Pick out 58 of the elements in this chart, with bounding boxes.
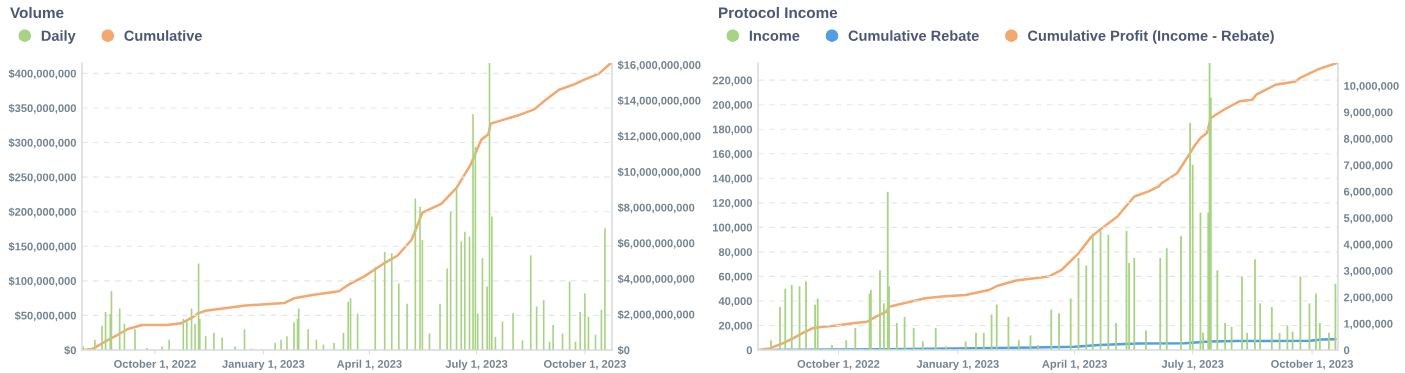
y2-tick-label: $14,000,000,000 — [617, 96, 701, 107]
x-tick-label: October 1, 2023 — [1271, 359, 1354, 370]
legend-label: Cumulative Rebate — [848, 30, 979, 41]
y2-tick-label: $8,000,000,000 — [617, 203, 695, 214]
y-tick-label: 100,000 — [712, 223, 752, 234]
y-tick-label: $300,000,000 — [8, 138, 76, 149]
y-tick-label: $150,000,000 — [8, 242, 76, 253]
y-tick-label: 220,000 — [712, 76, 752, 86]
y2-tick-label: 7,000,000 — [1344, 161, 1393, 171]
x-tick-label: April 1, 2023 — [336, 359, 402, 371]
y2-tick-label: 9,000,000 — [1343, 108, 1393, 118]
y-tick-label: $50,000,000 — [14, 311, 76, 322]
y2-tick-label: 2,000,000 — [1343, 293, 1393, 303]
legend-label: Income — [749, 30, 800, 41]
x-tick-label: July 1, 2023 — [1161, 359, 1224, 371]
legend-label: Daily — [41, 30, 76, 44]
y-tick-label: 140,000 — [712, 174, 752, 185]
y-tick-label: $100,000,000 — [8, 276, 76, 287]
y-tick-label: $400,000,000 — [8, 69, 76, 80]
y-tick-label: $250,000,000 — [8, 172, 76, 183]
y-tick-label: $200,000,000 — [8, 207, 76, 218]
x-tick-label: October 1, 2022 — [114, 359, 196, 370]
legend-label: Cumulative — [124, 30, 202, 41]
chart-title: Volume — [10, 6, 64, 19]
y-tick-label: 160,000 — [712, 150, 752, 160]
y2-tick-label: $2,000,000,000 — [617, 310, 695, 321]
y2-tick-label: 5,000,000 — [1343, 214, 1393, 224]
y2-tick-label: 4,000,000 — [1343, 240, 1393, 251]
y-tick-label: 40,000 — [718, 297, 752, 307]
y-tick-label: 200,000 — [712, 100, 752, 111]
y2-tick-label: $6,000,000,000 — [617, 238, 695, 249]
y2-tick-label: 0 — [1343, 346, 1350, 355]
y2-tick-label: $0 — [617, 345, 630, 355]
y2-tick-label: $16,000,000,000 — [617, 60, 701, 71]
legend-label: Cumulative Profit (Income - Rebate) — [1028, 30, 1274, 44]
y2-tick-label: 8,000,000 — [1343, 134, 1393, 145]
y2-tick-label: $4,000,000,000 — [617, 274, 695, 285]
chart-title: Protocol Income — [719, 6, 838, 19]
y-tick-label: 80,000 — [718, 248, 752, 258]
x-tick-label: October 1, 2022 — [797, 359, 880, 370]
y2-tick-label: 6,000,000 — [1343, 187, 1393, 198]
x-tick-label: January 1, 2023 — [916, 360, 999, 371]
x-tick-label: April 1, 2023 — [1042, 359, 1107, 371]
x-tick-label: October 1, 2023 — [543, 359, 626, 370]
y2-tick-label: $10,000,000,000 — [617, 167, 701, 178]
y-tick-label: $0 — [64, 345, 76, 355]
y-tick-label: 0 — [746, 346, 752, 355]
y-tick-label: 20,000 — [718, 321, 752, 332]
y-tick-label: 180,000 — [712, 125, 752, 135]
y-tick-label: $350,000,000 — [8, 103, 76, 114]
y-tick-label: 60,000 — [718, 272, 752, 283]
y2-tick-label: 1,000,000 — [1344, 319, 1393, 330]
y2-tick-label: 10,000,000 — [1344, 81, 1399, 92]
x-tick-label: July 1, 2023 — [445, 359, 508, 371]
y2-tick-label: 3,000,000 — [1343, 266, 1393, 277]
y-tick-label: 120,000 — [712, 199, 752, 209]
x-tick-label: January 1, 2023 — [222, 360, 305, 371]
y2-tick-label: $12,000,000,000 — [617, 131, 701, 142]
